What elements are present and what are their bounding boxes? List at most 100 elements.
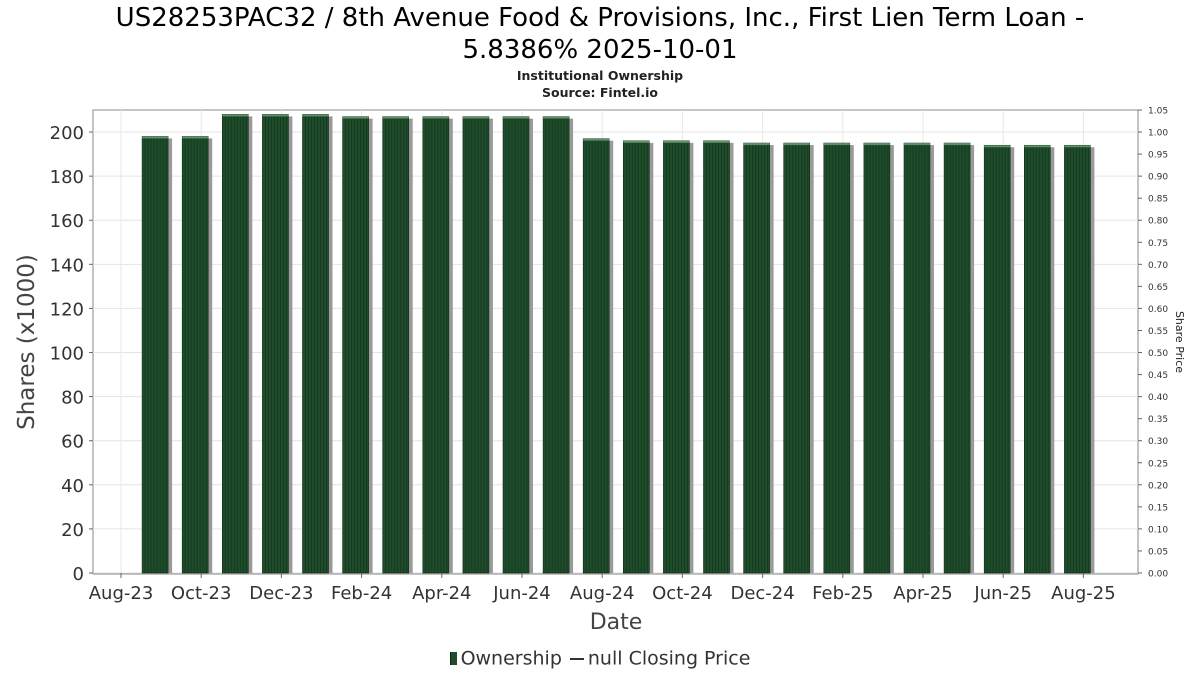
x-tick-label: Aug-23 bbox=[89, 583, 154, 604]
y2-tick-label: 0.25 bbox=[1148, 459, 1168, 469]
x-tick-label: Feb-25 bbox=[812, 583, 873, 604]
bar-highlight bbox=[823, 143, 850, 146]
ownership-bar bbox=[1064, 144, 1091, 574]
bar-highlight bbox=[783, 143, 810, 146]
ownership-bar bbox=[502, 116, 530, 574]
x-tick-label: Aug-25 bbox=[1051, 583, 1116, 604]
bar-highlight bbox=[904, 143, 930, 146]
bar-highlight bbox=[182, 136, 209, 139]
y2-tick-label: 0.70 bbox=[1148, 261, 1168, 271]
ownership-legend-swatch bbox=[449, 652, 457, 665]
y2-tick-label: 0.05 bbox=[1148, 547, 1168, 557]
y2-tick-label: 0.80 bbox=[1148, 217, 1168, 227]
y-tick-label: 80 bbox=[61, 388, 84, 409]
bar-highlight bbox=[142, 136, 169, 139]
y-tick-label: 60 bbox=[61, 432, 84, 453]
y-tick-label: 180 bbox=[50, 167, 84, 188]
y-tick-label: 120 bbox=[50, 299, 84, 320]
y2-axis-label: Share Price bbox=[1173, 311, 1186, 373]
ownership-bar bbox=[663, 140, 690, 574]
y2-tick-label: 0.95 bbox=[1148, 151, 1168, 161]
bar-highlight bbox=[342, 116, 369, 119]
x-tick-label: Oct-23 bbox=[171, 583, 232, 604]
y2-tick-label: 1.00 bbox=[1148, 129, 1168, 139]
y2-tick-label: 0.40 bbox=[1148, 393, 1168, 403]
y2-tick-label: 1.05 bbox=[1148, 107, 1168, 117]
x-tick-label: Dec-23 bbox=[249, 583, 313, 604]
x-axis-label: Date bbox=[590, 610, 643, 635]
bar-highlight bbox=[703, 140, 730, 143]
x-tick-label: Apr-24 bbox=[412, 583, 471, 604]
x-tick-label: Dec-24 bbox=[730, 583, 794, 604]
y2-tick-label: 0.35 bbox=[1148, 415, 1168, 425]
ownership-bar bbox=[582, 138, 610, 574]
bar-highlight bbox=[422, 116, 449, 119]
chart-source: Source: Fintel.io bbox=[542, 85, 658, 100]
bar-highlight bbox=[984, 145, 1011, 148]
bar-highlight bbox=[382, 116, 409, 119]
ownership-bar bbox=[141, 136, 169, 574]
legend-ownership-label: Ownership bbox=[460, 647, 562, 670]
ownership-bar bbox=[983, 144, 1011, 574]
ownership-bar bbox=[222, 114, 249, 574]
ownership-bar bbox=[302, 114, 329, 574]
legend: Ownership null Closing Price bbox=[0, 647, 1200, 670]
y2-tick-label: 0.30 bbox=[1148, 437, 1168, 447]
ownership-bar bbox=[783, 142, 811, 574]
bar-highlight bbox=[623, 140, 650, 143]
ownership-bar bbox=[462, 116, 490, 574]
y2-axis-ticks: 0.00 0.05 0.10 0.15 0.20 0.25 0.30 0.35 0.40 0.45… bbox=[1138, 107, 1168, 580]
y-tick-label: 20 bbox=[61, 520, 84, 541]
y2-tick-label: 0.15 bbox=[1148, 503, 1168, 513]
bar-highlight bbox=[543, 116, 570, 119]
y-axis-label: Shares (x1000) bbox=[14, 254, 40, 430]
y2-tick-label: 0.75 bbox=[1148, 239, 1168, 249]
bar-highlight bbox=[663, 140, 690, 143]
closing-price-legend-swatch bbox=[569, 657, 584, 660]
x-tick-label: Jun-24 bbox=[492, 583, 551, 604]
y2-tick-label: 0.10 bbox=[1148, 525, 1168, 535]
ownership-bar bbox=[743, 142, 770, 574]
ownership-bar bbox=[1024, 144, 1051, 574]
chart-subtitle: Institutional Ownership bbox=[516, 68, 684, 83]
ownership-bar bbox=[382, 116, 410, 574]
ownership-bar bbox=[622, 140, 650, 574]
ownership-bar bbox=[342, 116, 369, 574]
bar-highlight bbox=[462, 116, 489, 119]
ownership-bar bbox=[703, 140, 730, 574]
y2-tick-label: 0.65 bbox=[1148, 283, 1168, 293]
bar-highlight bbox=[503, 116, 529, 119]
y-tick-label: 140 bbox=[50, 255, 84, 276]
y2-tick-label: 0.00 bbox=[1148, 570, 1168, 580]
ownership-bar bbox=[262, 114, 289, 574]
ownership-bar bbox=[542, 116, 570, 574]
bar-highlight bbox=[944, 143, 971, 146]
ownership-bar bbox=[903, 142, 931, 574]
y-tick-label: 0 bbox=[73, 564, 84, 585]
y-tick-label: 100 bbox=[50, 344, 84, 365]
x-tick-label: Apr-25 bbox=[893, 583, 952, 604]
y2-tick-label: 0.45 bbox=[1148, 371, 1168, 381]
x-tick-label: Feb-24 bbox=[331, 583, 392, 604]
chart-title-line1: US28253PAC32 / 8th Avenue Food & Provisi… bbox=[115, 3, 1085, 33]
x-tick-label: Oct-24 bbox=[652, 583, 713, 604]
bar-highlight bbox=[1064, 145, 1091, 148]
y2-tick-label: 0.50 bbox=[1148, 349, 1168, 359]
bar-highlight bbox=[1024, 145, 1051, 148]
bars-group bbox=[141, 114, 1095, 574]
y2-tick-label: 0.60 bbox=[1148, 305, 1168, 315]
x-axis-ticks: Aug-23 Oct-23 Dec-23 Feb-24 Apr-24 Jun-24 Aug-… bbox=[89, 573, 1116, 604]
ownership-bar bbox=[863, 142, 891, 574]
x-tick-label: Jun-25 bbox=[973, 583, 1032, 604]
bar-highlight bbox=[743, 143, 770, 146]
legend-closing-price-label: null Closing Price bbox=[587, 647, 751, 670]
y-axis-ticks: 0 20 40 60 80 100 120 140 160 180 200 bbox=[50, 123, 93, 585]
bar-highlight bbox=[863, 143, 890, 146]
y-tick-label: 160 bbox=[50, 211, 84, 232]
chart-title-line2: 5.8386% 2025-10-01 bbox=[462, 35, 738, 65]
y2-tick-label: 0.20 bbox=[1148, 481, 1168, 491]
y-tick-label: 200 bbox=[50, 123, 84, 144]
ownership-bar bbox=[422, 116, 450, 574]
y2-tick-label: 0.90 bbox=[1148, 173, 1168, 183]
